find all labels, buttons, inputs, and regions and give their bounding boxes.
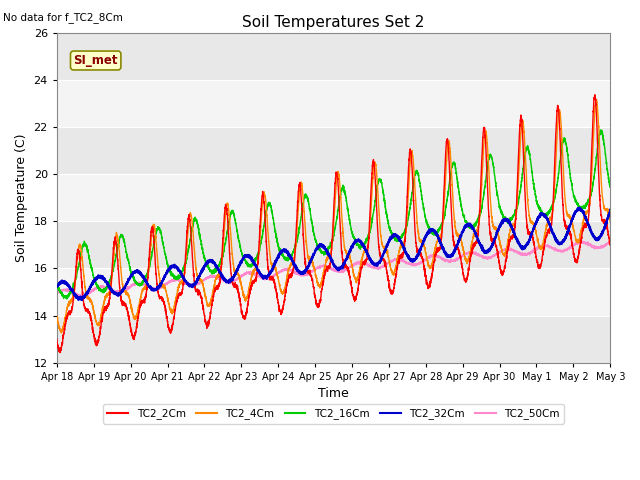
Title: Soil Temperatures Set 2: Soil Temperatures Set 2	[243, 15, 425, 30]
Legend: TC2_2Cm, TC2_4Cm, TC2_16Cm, TC2_32Cm, TC2_50Cm: TC2_2Cm, TC2_4Cm, TC2_16Cm, TC2_32Cm, TC…	[103, 404, 564, 423]
Bar	[57, 33, 611, 80]
Bar	[57, 268, 611, 315]
Bar	[57, 127, 611, 174]
Text: SI_met: SI_met	[74, 54, 118, 67]
Bar	[57, 221, 611, 268]
Bar	[57, 80, 611, 127]
Text: No data for f_TC2_8Cm: No data for f_TC2_8Cm	[3, 12, 123, 23]
Bar	[57, 315, 611, 363]
Y-axis label: Soil Temperature (C): Soil Temperature (C)	[15, 133, 28, 262]
Bar	[57, 174, 611, 221]
X-axis label: Time: Time	[318, 387, 349, 400]
